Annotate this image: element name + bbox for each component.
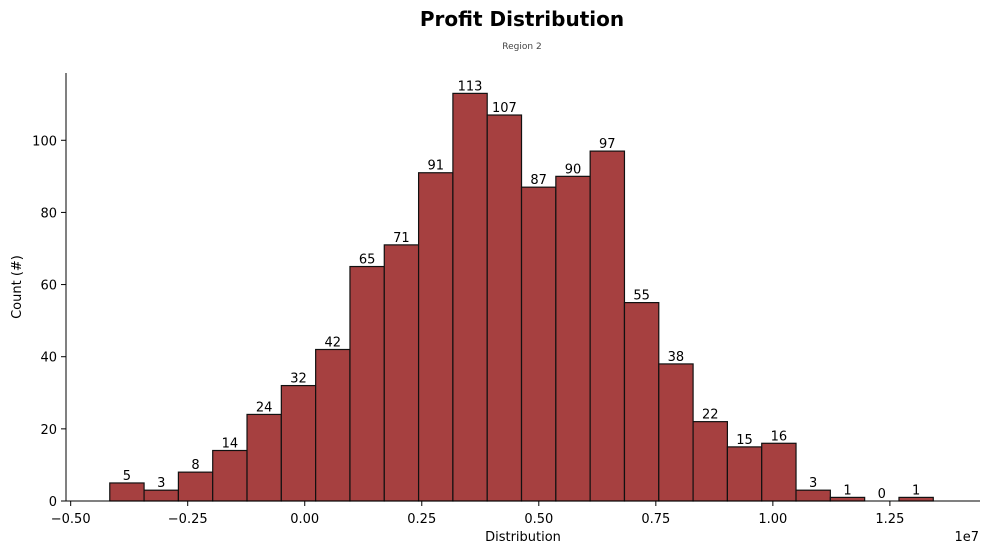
- y-axis-label: Count (#): [10, 255, 25, 319]
- bar-value-label: 87: [530, 173, 547, 188]
- bar-value-label: 38: [668, 350, 685, 365]
- histogram-bar: [555, 175, 591, 502]
- bar-value-label: 113: [458, 79, 483, 94]
- bar-value-label: 91: [427, 159, 444, 174]
- histogram-bar: [417, 172, 454, 502]
- y-tick-label: 100: [32, 134, 57, 149]
- bar-value-label: 15: [736, 433, 753, 448]
- bar-value-label: 107: [492, 101, 517, 116]
- bar-value-label: 97: [599, 137, 616, 152]
- histogram-bar: [692, 421, 729, 502]
- bar-value-label: 16: [771, 429, 788, 444]
- histogram-bar: [623, 302, 660, 502]
- x-tick-label: 1.00: [758, 512, 787, 527]
- histogram-bar: [349, 265, 385, 502]
- bar-value-label: 8: [191, 458, 199, 473]
- x-tick-label: −0.25: [168, 512, 208, 527]
- bars-group: [109, 92, 934, 502]
- histogram-bar: [280, 384, 317, 502]
- histogram-bar: [246, 413, 282, 502]
- x-axis-offset-label: 1e7: [954, 530, 979, 545]
- histogram-bar: [452, 92, 488, 502]
- bar-value-label: 5: [123, 469, 131, 484]
- bar-value-label: 24: [256, 400, 273, 415]
- histogram-bar: [212, 449, 248, 502]
- x-tick-label: 0.00: [290, 512, 319, 527]
- y-tick-label: 80: [40, 206, 57, 221]
- histogram-bar: [589, 150, 626, 502]
- bar-value-label: 65: [359, 253, 376, 268]
- histogram-bar: [109, 482, 145, 502]
- histogram-bar: [726, 446, 763, 502]
- bar-value-label: 90: [565, 162, 582, 177]
- x-tick-label: 0.50: [524, 512, 553, 527]
- bar-value-label: 1: [843, 483, 851, 498]
- histogram-bar: [520, 186, 557, 502]
- y-tick-label: 20: [40, 423, 57, 438]
- histogram-bar: [761, 442, 797, 502]
- bar-value-label: 55: [633, 289, 650, 304]
- bar-value-label: 42: [325, 335, 342, 350]
- bar-value-label: 3: [809, 476, 817, 491]
- histogram-bar: [383, 244, 420, 502]
- bar-value-label: 14: [222, 436, 239, 451]
- histogram-bar: [177, 471, 214, 502]
- bar-value-label: 3: [157, 476, 165, 491]
- chart-title: Profit Distribution: [420, 7, 624, 31]
- histogram-bar: [143, 489, 179, 502]
- bar-value-label: 1: [912, 483, 920, 498]
- bar-value-label: 32: [290, 372, 307, 387]
- bar-value-label: 0: [878, 487, 886, 502]
- histogram-bar: [658, 363, 694, 502]
- x-ticks-group: −0.50 −0.25 0.00 0.25 0.50 0.75 1.00 1.25: [51, 501, 904, 527]
- y-ticks-group: 0 20 40 60 80 100: [32, 134, 66, 510]
- y-tick-label: 40: [40, 351, 57, 366]
- chart-subtitle: Region 2: [502, 42, 541, 52]
- y-tick-label: 60: [40, 279, 57, 294]
- bar-value-label: 22: [702, 408, 719, 423]
- y-tick-label: 0: [49, 495, 57, 510]
- x-tick-label: 1.25: [875, 512, 904, 527]
- x-tick-label: −0.50: [51, 512, 91, 527]
- histogram-bar: [795, 489, 831, 502]
- histogram-bar: [315, 348, 351, 502]
- x-tick-label: 0.75: [641, 512, 670, 527]
- x-tick-label: 0.25: [407, 512, 436, 527]
- bar-value-label: 71: [393, 231, 410, 246]
- histogram-bar: [486, 114, 523, 502]
- x-axis-label: Distribution: [485, 530, 561, 545]
